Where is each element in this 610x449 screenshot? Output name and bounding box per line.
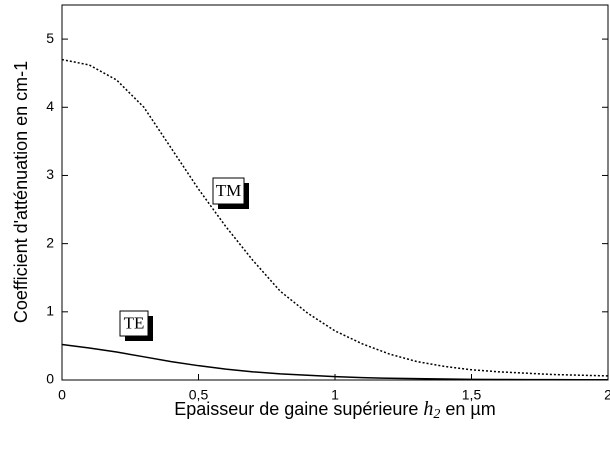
x-label-var: h [423,398,433,420]
label-box [212,177,245,205]
y-axis-label: Coefficient d'atténuation en cm-1 [11,61,31,323]
y-tick-label: 0 [46,371,54,387]
line [61,343,609,381]
series-label: TE [119,310,153,341]
x-label-sub: 2 [433,407,440,422]
y-tick-label: 3 [46,166,54,182]
line [61,58,609,377]
x-tick-label: 0,5 [189,387,209,403]
x-tick-label: 1,5 [462,387,482,403]
x-label-text: en µm [445,399,495,419]
y-tick-label: 2 [46,234,54,250]
series-label: TM [212,177,249,209]
y-tick-label: 5 [46,30,54,46]
series-name: TM [216,181,242,200]
label-box [119,310,149,337]
x-tick-label: 0 [58,387,66,403]
x-label-text: Epaisseur de gaine supérieure [174,399,418,419]
series-name: TE [124,313,145,332]
x-tick-label: 2 [604,387,610,403]
y-tick-label: 1 [46,303,54,319]
x-tick-label: 1 [331,387,339,403]
x-axis-label: Epaisseur de gaine supérieure h2 en µm [174,398,496,423]
y-tick-label: 4 [46,98,54,114]
